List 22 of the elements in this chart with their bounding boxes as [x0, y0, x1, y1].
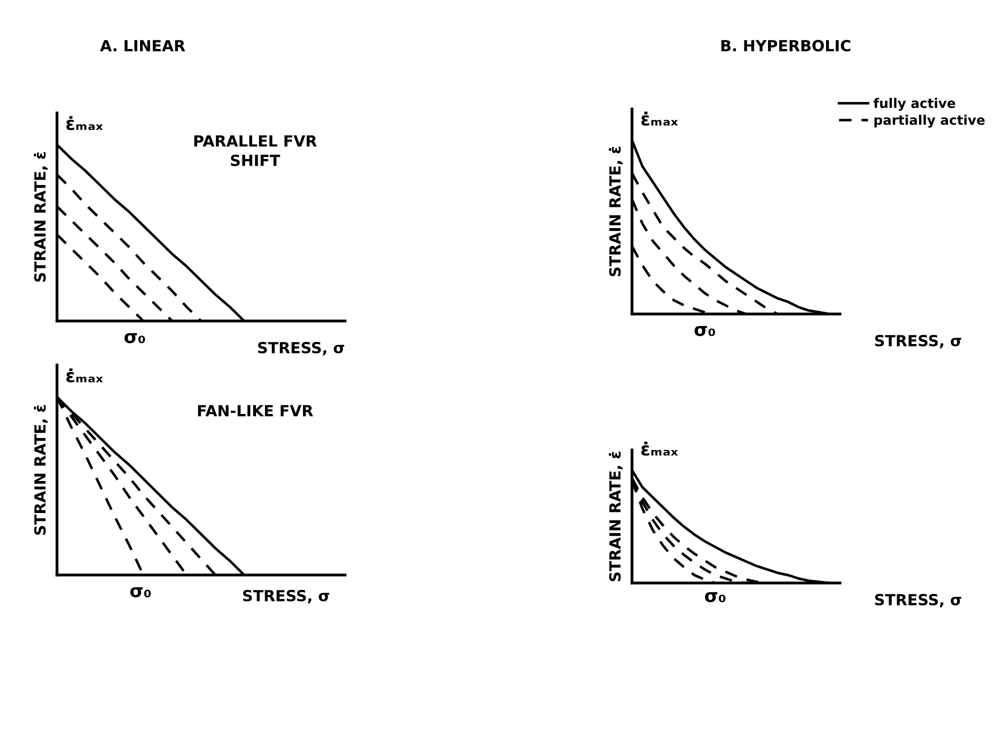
y-axis-title: STRAIN RATE, ε̇ [608, 146, 623, 276]
y-axis-title: STRAIN RATE, ε̇ [608, 452, 623, 582]
x-axis-title: STRESS, σ [258, 342, 344, 356]
text: ε̇ₘₐₓ [66, 368, 103, 382]
text: σ₀ [130, 587, 151, 598]
text: σ₀ [694, 326, 716, 336]
text: σ₀ [124, 333, 146, 344]
legend-label: partially active [874, 114, 985, 128]
legend-label: fully active [874, 98, 956, 111]
x-axis-title: STRESS, σ [875, 594, 962, 608]
y-axis-title: STRAIN RATE, ε̇ [34, 405, 48, 535]
text: ε̇ₘₐₓ [641, 112, 678, 126]
chart-title: A. LINEAR [100, 40, 186, 52]
y-axis-title: STRAIN RATE, ε̇ [34, 152, 48, 282]
annotation: PARALLEL FVR SHIFT [194, 135, 317, 166]
text: ε̇ₘₐₓ [641, 442, 678, 456]
x-axis-title: STRESS, σ [875, 334, 962, 348]
text: ε̇ₘₐₓ [66, 116, 103, 130]
text: σ₀ [704, 592, 726, 602]
x-axis-title: STRESS, σ [243, 590, 330, 604]
chart-title: B. HYPERBOLIC [721, 40, 850, 52]
annotation: FAN-LIKE FVR [198, 405, 314, 416]
